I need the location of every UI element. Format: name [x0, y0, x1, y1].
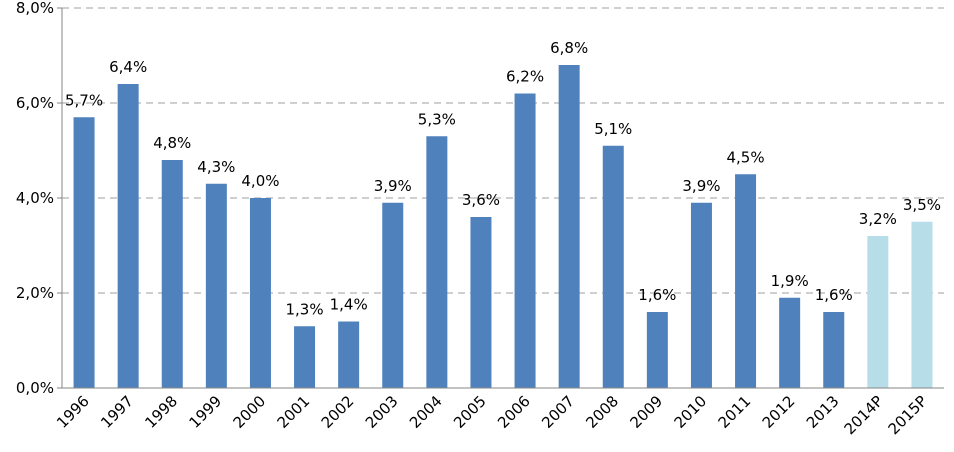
data-label-2002: 1,4%: [330, 296, 368, 314]
data-label-2013: 1,6%: [815, 286, 853, 304]
data-label-2008: 5,1%: [594, 120, 632, 138]
data-label-2001: 1,3%: [285, 300, 323, 318]
data-label-2000: 4,0%: [241, 172, 279, 190]
bar-1996: [73, 117, 95, 388]
x-tick-label-2000: 2000: [230, 392, 270, 432]
bar-2004: [426, 136, 448, 388]
y-tick-label: 4,0%: [16, 189, 54, 207]
x-tick-label-2002: 2002: [318, 392, 358, 432]
data-label-2012: 1,9%: [771, 272, 809, 290]
bar-2007: [558, 65, 580, 388]
axes: [61, 8, 944, 389]
data-label-2011: 4,5%: [726, 148, 764, 166]
data-label-2014P: 3,2%: [859, 210, 897, 228]
bar-2002: [338, 321, 360, 388]
bar-2013: [823, 312, 845, 388]
bar-2005: [470, 217, 492, 388]
data-label-2007: 6,8%: [550, 39, 588, 57]
x-tick-label-1997: 1997: [97, 392, 137, 432]
bars: [73, 65, 933, 388]
bar-2012: [779, 297, 801, 388]
x-tick-label-2003: 2003: [362, 392, 402, 432]
x-tick-label-2005: 2005: [450, 392, 490, 432]
y-tick-label: 2,0%: [16, 284, 54, 302]
data-label-2006: 6,2%: [506, 68, 544, 86]
data-label-1997: 6,4%: [109, 58, 147, 76]
x-tick-label-2013: 2013: [803, 392, 843, 432]
bar-2008: [602, 145, 624, 388]
bar-1998: [161, 160, 183, 388]
x-tick-label-2008: 2008: [582, 392, 622, 432]
data-label-1998: 4,8%: [153, 134, 191, 152]
bar-2010: [690, 202, 712, 388]
data-label-2003: 3,9%: [374, 177, 412, 195]
data-label-2015P: 3,5%: [903, 196, 941, 214]
x-tick-label-1996: 1996: [53, 392, 93, 432]
bar-2014P: [867, 236, 889, 388]
x-axis-ticks: 1996 1997 1998 1999 2000 2001 2002 2003 2004 2005…: [53, 392, 931, 438]
bar-2000: [249, 198, 271, 388]
x-tick-label-2006: 2006: [494, 392, 534, 432]
bar-2006: [514, 93, 536, 388]
x-tick-label-2004: 2004: [406, 392, 446, 432]
gridlines: [62, 7, 944, 294]
bar-2011: [735, 174, 757, 388]
data-label-2009: 1,6%: [638, 286, 676, 304]
x-tick-label-2009: 2009: [626, 392, 666, 432]
bar-1999: [205, 183, 227, 388]
x-tick-label-1998: 1998: [141, 392, 181, 432]
data-label-2005: 3,6%: [462, 191, 500, 209]
y-tick-label: 0,0%: [16, 379, 54, 397]
x-tick-label-1999: 1999: [185, 392, 225, 432]
bar-2015P: [911, 221, 933, 388]
data-label-2010: 3,9%: [682, 177, 720, 195]
data-label-1996: 5,7%: [65, 91, 103, 109]
x-tick-label-2007: 2007: [538, 392, 578, 432]
x-tick-label-2012: 2012: [759, 392, 799, 432]
x-tick-label-2010: 2010: [671, 392, 711, 432]
data-label-2004: 5,3%: [418, 110, 456, 128]
bar-2001: [294, 326, 316, 388]
bar-2009: [646, 312, 668, 388]
y-tick-label: 8,0%: [16, 0, 54, 17]
x-tick-label-2015P: 2015P: [885, 392, 931, 438]
x-tick-label-2001: 2001: [274, 392, 314, 432]
bar-2003: [382, 202, 404, 388]
data-label-1999: 4,3%: [197, 158, 235, 176]
y-axis-ticks: 0,0% 2,0% 4,0% 6,0% 8,0%: [16, 0, 62, 397]
data-labels: 5,7% 6,4% 4,8% 4,3% 4,0% 1,3% 1,4% 3,9% 5,3% 3,6%…: [65, 39, 941, 318]
x-tick-label-2011: 2011: [715, 392, 755, 432]
bar-1997: [117, 84, 139, 388]
x-tick-label-2014P: 2014P: [841, 392, 887, 438]
y-tick-label: 6,0%: [16, 94, 54, 112]
